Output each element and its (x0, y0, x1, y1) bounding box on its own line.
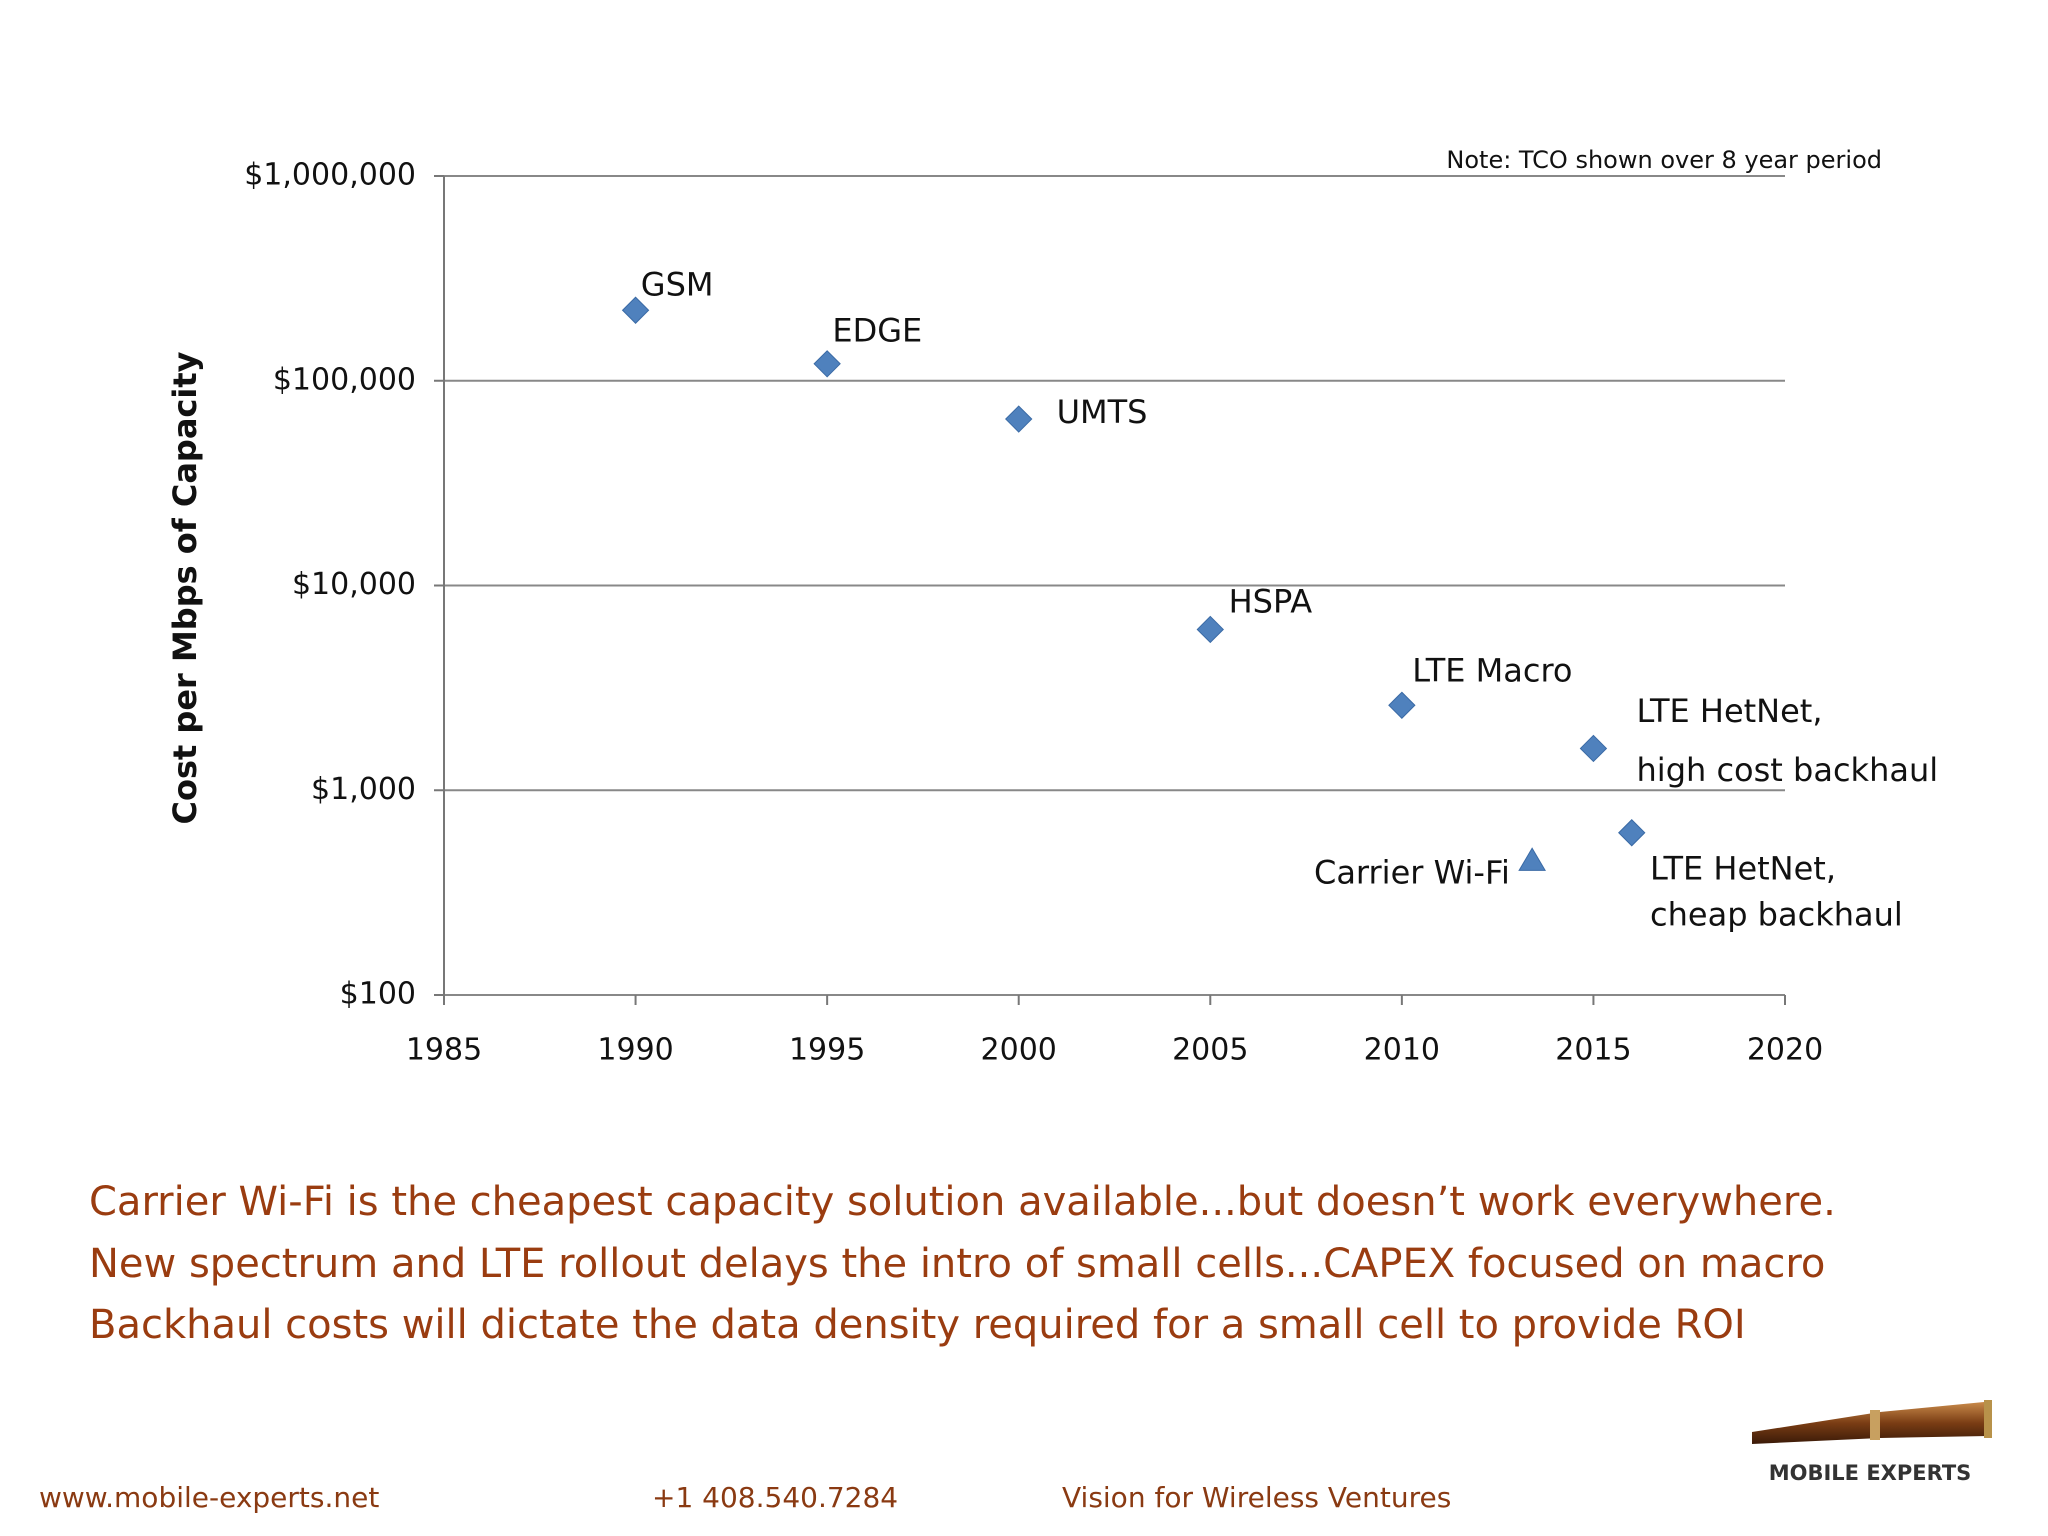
x-tick-label: 2015 (1555, 1033, 1631, 1068)
y-tick-label: $100,000 (273, 362, 416, 397)
bullet: Backhaul costs will dictate the data den… (89, 1302, 1746, 1348)
point (1196, 615, 1224, 644)
y-tick-label: $1,000 (311, 772, 416, 807)
bullet: Carrier Wi-Fi is the cheapest capacity s… (89, 1179, 1836, 1225)
y-tick-label: $10,000 (292, 567, 416, 602)
point-label: EDGE (832, 311, 922, 349)
website: www.mobile-experts.net (39, 1481, 379, 1514)
point-label: HSPA (1229, 582, 1313, 620)
point-label: cheap backhaul (1650, 895, 1903, 933)
x-tick-label: 1985 (406, 1033, 482, 1068)
point (621, 296, 650, 324)
bullet: New spectrum and LTE rollout delays the … (89, 1241, 1825, 1287)
x-tick-label: 2005 (1172, 1033, 1248, 1068)
point-label: LTE HetNet, (1637, 692, 1823, 730)
point-label: Carrier Wi-Fi (1314, 853, 1510, 891)
x-tick-label: 2010 (1364, 1033, 1440, 1068)
point (813, 350, 841, 378)
logo-text: MOBILE EXPERTS (1769, 1461, 1972, 1485)
point (1518, 847, 1546, 871)
point (1579, 734, 1608, 763)
telescope-band (1870, 1410, 1880, 1440)
point-label: high cost backhaul (1637, 751, 1939, 789)
point (1388, 691, 1416, 719)
x-tick-label: 1990 (597, 1033, 673, 1068)
telescope-rim (1984, 1400, 1992, 1438)
note: Note: TCO shown over 8 year period (1446, 146, 1882, 174)
point (1005, 405, 1033, 433)
y-tick-label: $1,000,000 (244, 158, 416, 193)
y-tick-label: $100 (340, 977, 416, 1012)
logo: MOBILE EXPERTS (1752, 1400, 1992, 1485)
tagline: Vision for Wireless Ventures (1062, 1481, 1451, 1514)
point (1618, 819, 1646, 847)
point-label: UMTS (1057, 393, 1148, 431)
x-tick-label: 1995 (789, 1033, 865, 1068)
point-label: LTE HetNet, (1650, 850, 1836, 888)
x-tick-label: 2000 (981, 1033, 1057, 1068)
point-label: LTE Macro (1412, 652, 1572, 690)
x-tick-label: 2020 (1747, 1033, 1823, 1068)
phone: +1 408.540.7284 (652, 1481, 898, 1514)
y-axis-label: Cost per Mbps of Capacity (166, 351, 204, 824)
point-label: GSM (641, 266, 714, 304)
